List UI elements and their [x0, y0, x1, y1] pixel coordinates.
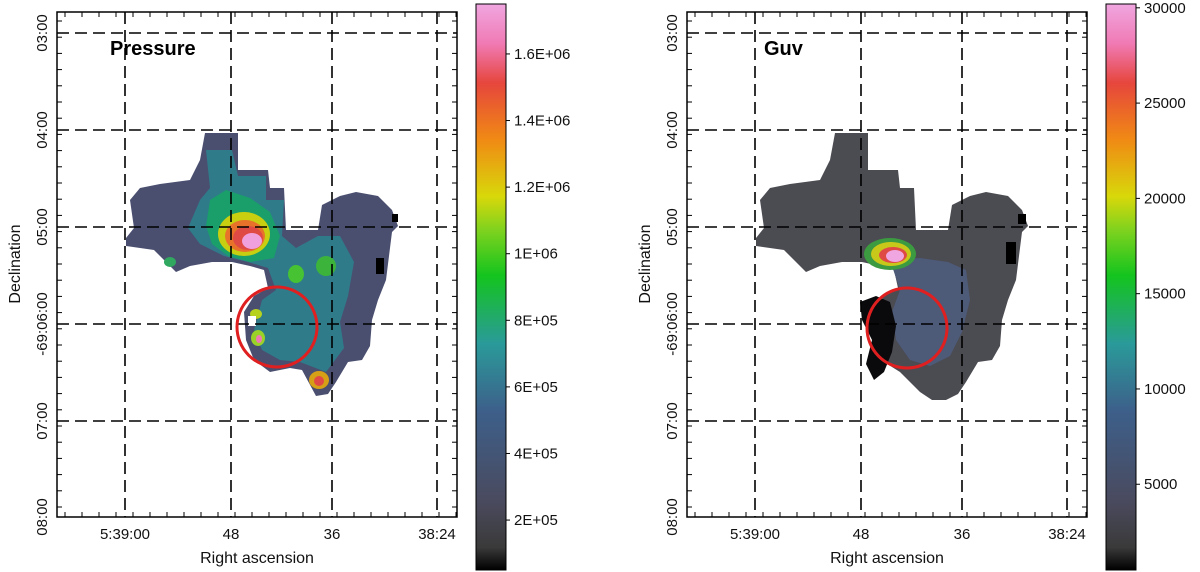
guv-dark-lobe — [860, 296, 896, 380]
pressure-y-tick-1: 03:00 — [34, 14, 51, 52]
pressure-y-tick-3: 05:00 — [34, 208, 51, 246]
guv-x-tick-2: 48 — [853, 526, 870, 543]
guv-region-circle — [865, 286, 949, 370]
guv-x-tick-4: 38:24 — [1048, 526, 1086, 543]
guv-black-edge — [1006, 242, 1016, 264]
pressure-colorbar-label-6: 4E+05 — [514, 445, 558, 462]
guv-peak — [886, 250, 904, 262]
pressure-grid — [57, 12, 457, 517]
guv-x-label: Right ascension — [830, 550, 944, 567]
pressure-knot-green-3 — [164, 257, 176, 267]
pressure-colorbar: 1.6E+06 1.4E+06 1.2E+06 1E+06 8E+05 6E+05 4E+0… — [475, 3, 570, 571]
guv-black-edge-2 — [1018, 214, 1026, 224]
pressure-peak — [242, 233, 262, 249]
guv-minor-ticks — [687, 12, 1087, 517]
pressure-colorbar-label-2: 1.2E+06 — [514, 179, 570, 196]
guv-colorbar-label-4: 10000 — [1144, 381, 1186, 398]
guv-y-label: Declination — [637, 224, 654, 303]
pressure-y-tick-6: 08:00 — [34, 498, 51, 536]
pressure-gap-white-1 — [248, 316, 256, 326]
guv-colorbar-label-2: 20000 — [1144, 190, 1186, 207]
guv-colorbar-ticks: 30000 25000 20000 15000 10000 5000 — [1136, 0, 1186, 493]
pressure-x-label: Right ascension — [200, 550, 314, 567]
pressure-title: Pressure — [110, 38, 196, 60]
pressure-y-tick-2: 04:00 — [34, 111, 51, 149]
pressure-black-edge — [376, 258, 384, 274]
guv-panel: Guv 5:39:00 48 36 38:24 Right ascension … — [637, 11, 1088, 567]
pressure-colorbar-label-1: 1.4E+06 — [514, 113, 570, 130]
pressure-colorbar-label-7: 2E+05 — [514, 512, 558, 529]
guv-title: Guv — [764, 38, 804, 60]
guv-colorbar-label-0: 30000 — [1144, 0, 1186, 17]
guv-x-tick-1: 5:39:00 — [730, 526, 780, 543]
guv-map — [756, 133, 1028, 400]
pressure-colorbar-label-4: 8E+05 — [514, 312, 558, 329]
pressure-knot-green-2 — [316, 256, 336, 276]
pressure-y-tick-4: -69:06:00 — [34, 292, 51, 355]
pressure-x-tick-4: 38:24 — [418, 526, 456, 543]
guv-colorbar-label-1: 25000 — [1144, 95, 1186, 112]
guv-y-tick-6: 08:00 — [664, 498, 681, 536]
guv-colorbar: 30000 25000 20000 15000 10000 5000 — [1105, 0, 1186, 571]
pressure-x-tick-1: 5:39:00 — [100, 526, 150, 543]
pressure-knot-bottom-core — [314, 376, 324, 386]
guv-y-tick-3: 05:00 — [664, 208, 681, 246]
pressure-panel: Pressure 5:39:00 48 36 38:24 Right ascen… — [7, 11, 458, 567]
pressure-colorbar-label-3: 1E+06 — [514, 246, 558, 263]
pressure-minor-ticks — [57, 12, 457, 517]
pressure-colorbar-label-0: 1.6E+06 — [514, 46, 570, 63]
pressure-colorbar-gradient — [475, 3, 507, 571]
guv-y-tick-1: 03:00 — [664, 14, 681, 52]
guv-colorbar-gradient — [1105, 3, 1137, 571]
guv-y-tick-4: -69:06:00 — [664, 292, 681, 355]
guv-colorbar-label-3: 15000 — [1144, 286, 1186, 303]
guv-y-tick-5: 07:00 — [664, 402, 681, 440]
pressure-colorbar-label-5: 6E+05 — [514, 379, 558, 396]
pressure-colorbar-ticks: 1.6E+06 1.4E+06 1.2E+06 1E+06 8E+05 6E+05 4E+0… — [506, 46, 570, 529]
guv-region-blue — [890, 258, 970, 366]
guv-y-tick-2: 04:00 — [664, 111, 681, 149]
guv-grid — [687, 12, 1087, 517]
pressure-y-tick-5: 07:00 — [34, 402, 51, 440]
pressure-x-tick-3: 36 — [324, 526, 341, 543]
pressure-x-tick-2: 48 — [223, 526, 240, 543]
pressure-map — [126, 133, 398, 396]
pressure-y-label: Declination — [7, 224, 24, 303]
guv-colorbar-label-5: 5000 — [1144, 476, 1177, 493]
guv-x-tick-3: 36 — [954, 526, 971, 543]
pressure-knot-circle-core — [256, 335, 262, 343]
pressure-black-edge-2 — [392, 214, 398, 222]
pressure-knot-green-1 — [288, 265, 304, 283]
pressure-region-circle — [235, 285, 319, 369]
